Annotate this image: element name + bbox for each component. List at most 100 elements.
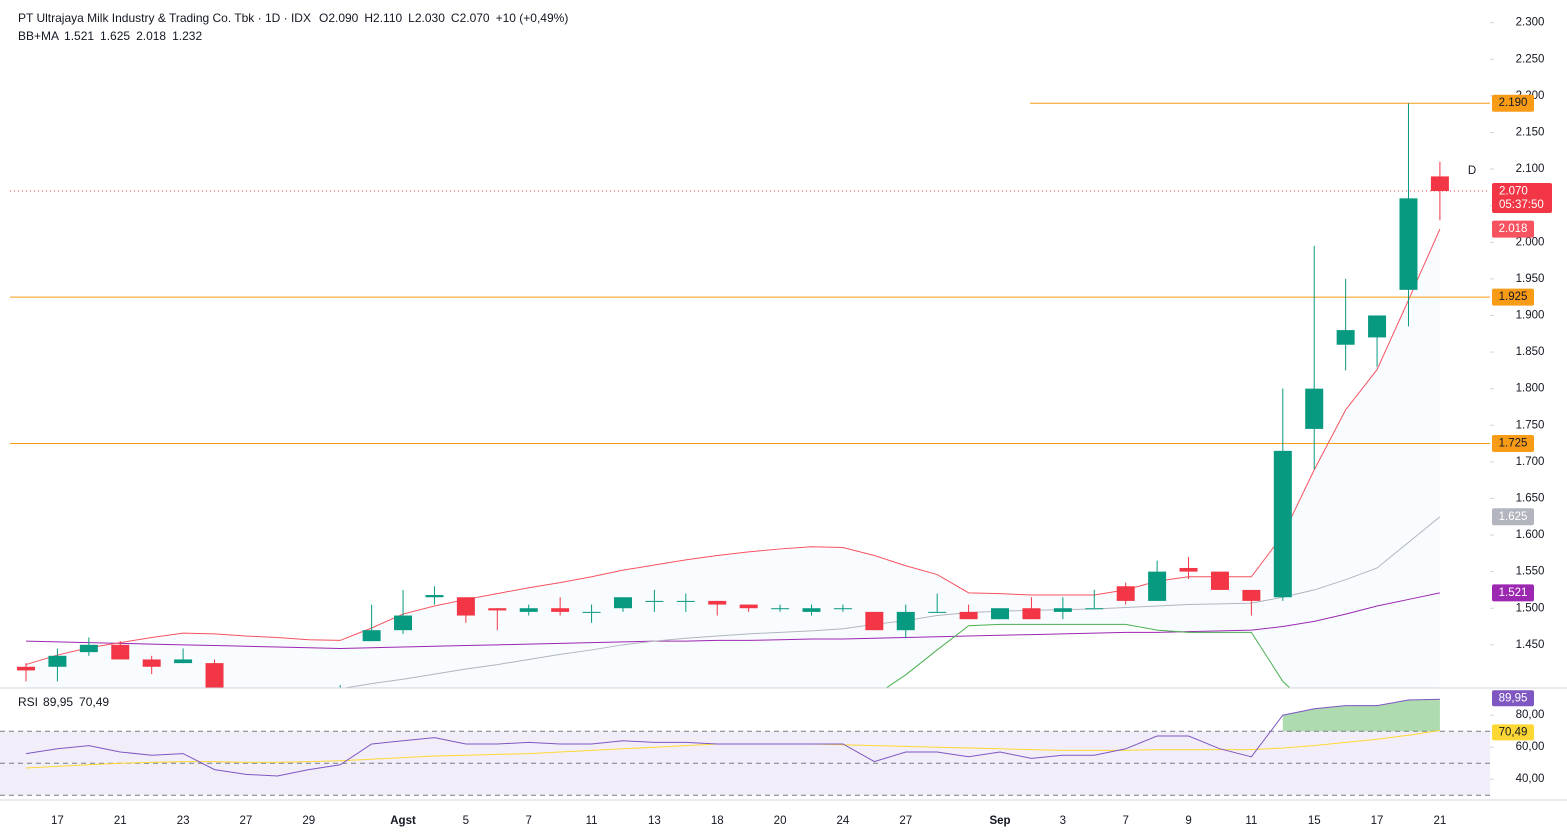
bb-line [25,592,1441,649]
x-tick-label: 29 [302,815,315,827]
candle-body [488,608,507,611]
x-tick-label: 21 [114,815,127,827]
rsi-tag [1492,724,1534,741]
candle-body [1116,586,1135,601]
candle-body [1305,388,1324,429]
ohlc-value: 2.030 [415,11,445,25]
change: +10 (+0,49%) [496,11,569,25]
x-tick-label: 15 [1308,815,1321,827]
candle-body [79,644,98,653]
indicator-value: 2.018 [136,29,166,43]
candle-body [739,604,758,609]
series-tag [1492,584,1534,602]
candle-body [111,644,130,660]
candle-body [268,703,286,707]
indicator-value: 1.521 [64,29,94,43]
rsi-tag [1492,690,1534,707]
candle-body [237,692,255,703]
candle-body [1148,571,1167,601]
y-tick-label: 2.100 [1516,163,1545,175]
series-tag-label: 2.018 [1499,223,1528,235]
candle-body [1179,567,1198,572]
rsi-band-fill [0,731,1490,796]
level-tag-label: 1.725 [1499,438,1528,450]
rsi-tick-label: 60,00 [1516,741,1545,753]
x-tick-label: 13 [648,815,661,827]
level-tag [1492,288,1534,306]
y-tick-label: 2.300 [1516,17,1545,29]
candle-body [48,655,67,667]
ohlc-key: O [319,11,328,25]
candle-body [865,611,884,631]
candle-body [833,608,852,610]
x-tick-label: 11 [1245,815,1257,827]
candle-body [331,689,349,696]
candle-body [896,611,915,631]
x-tick-label: 11 [586,815,598,827]
rsi-legend-value: 70,49 [79,695,109,709]
ohlc-value: 2.110 [373,11,402,25]
countdown: 05:37:50 [1499,199,1544,211]
candle-body [708,600,727,605]
level-tag-label: 2.190 [1499,97,1528,109]
x-tick-label: 7 [526,815,532,827]
y-tick-label: 2.150 [1516,127,1545,139]
y-tick-label: 1.800 [1516,383,1545,395]
x-tick-label: 7 [1122,815,1128,827]
candle-body [676,600,695,602]
x-tick-label: Agst [390,815,416,827]
series-tag [1492,220,1534,238]
y-tick-label: 1.600 [1516,529,1545,541]
candle-body [1242,589,1261,601]
x-tick-label: 17 [1371,815,1384,827]
ohlc-value: 2.070 [460,11,490,25]
x-tick-label: 20 [774,815,787,827]
candle-body [1085,608,1104,610]
candle-body [300,696,318,707]
bb-line [885,623,1291,688]
series-tag-label: 1.625 [1499,511,1528,523]
x-tick-label: 17 [51,815,64,827]
candle-body [802,608,821,612]
bb-line [341,516,1441,688]
candle-body [613,597,632,609]
ohlc-key: L [408,11,415,25]
rsi-pane [0,698,1490,796]
y-tick-label: 1.550 [1516,566,1545,578]
symbol-title: PT Ultrajaya Milk Industry & Trading Co.… [18,11,311,25]
x-tick-label: 5 [463,815,469,827]
candle-body [519,608,538,612]
candle-body [142,659,161,667]
candle-body [1210,571,1229,590]
x-tick-label: 23 [177,815,190,827]
level-tag [1492,435,1534,453]
candle-body [174,659,193,664]
candle-body [1022,608,1041,620]
x-tick-label: 3 [1060,815,1066,827]
candle-body [425,595,444,598]
rsi-tick-label: 40,00 [1516,773,1545,785]
rsi-tag-label: 89,95 [1499,692,1528,704]
indicator-value: 1.232 [172,29,202,43]
candle-body [928,611,947,613]
rsi-overbought-fill [1282,699,1440,732]
x-tick-label: 9 [1185,815,1191,827]
candle-body [551,608,570,612]
rsi-legend-value: 89,95 [43,695,73,709]
x-tick-label: 21 [1434,815,1447,827]
y-tick-label: 1.900 [1516,309,1545,321]
candle-body [1336,330,1355,345]
indicator-value: 1.625 [100,29,130,43]
bb-band-fill [26,229,1440,804]
y-tick-label: 2.000 [1516,236,1545,248]
rsi-name: RSI [18,695,38,709]
candle-body [959,611,978,620]
x-tick-label: 27 [240,815,253,827]
x-tick-label: 24 [837,815,850,827]
ohlc-value: 2.090 [328,11,358,25]
rsi-tag-label: 70,49 [1499,726,1528,738]
y-tick-label: 1.750 [1516,419,1545,431]
y-tick-label: 1.700 [1516,456,1545,468]
candle-body [771,608,790,610]
